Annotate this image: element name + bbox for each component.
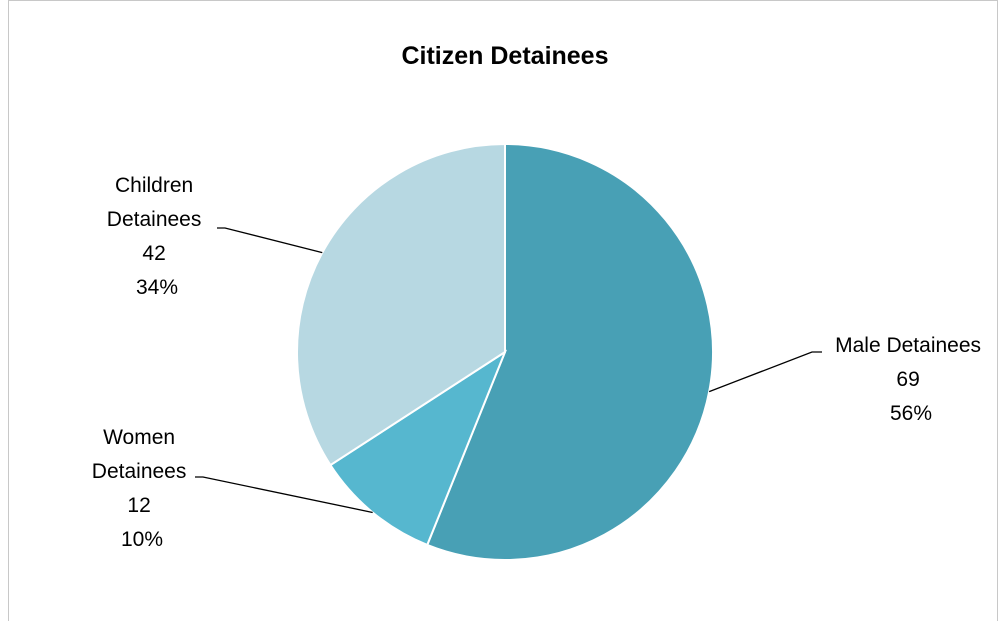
slice-label-children: Children Detainees 42 34% — [107, 174, 207, 299]
slice-label-male-name: Male Detainees — [835, 334, 981, 357]
slice-label-male-value: 69 — [896, 368, 919, 391]
slice-label-male: Male Detainees 69 56% — [835, 334, 987, 425]
leader-line-male — [708, 351, 822, 393]
slice-label-women-value: 12 — [127, 494, 150, 517]
slice-label-male-percent: 56% — [890, 402, 932, 425]
leader-line-women — [195, 476, 373, 514]
slice-label-children-name2: Detainees — [107, 208, 202, 231]
slice-label-women-name2: Detainees — [92, 460, 187, 483]
chart-title: Citizen Detainees — [401, 42, 608, 70]
slice-label-children-percent: 34% — [136, 276, 178, 299]
slice-label-women-name1: Women — [103, 426, 175, 449]
leader-line-children — [217, 227, 323, 254]
slice-label-women-percent: 10% — [121, 528, 163, 551]
pie-slice-children-detainees — [296, 142, 506, 467]
slice-label-women: Women Detainees 12 10% — [92, 426, 192, 551]
slice-label-children-value: 42 — [142, 242, 165, 265]
pie-slice-women-detainees — [329, 349, 508, 547]
slice-label-children-name1: Children — [115, 174, 193, 197]
pie-slice-male-detainees — [425, 142, 714, 561]
chart-frame — [8, 0, 998, 621]
